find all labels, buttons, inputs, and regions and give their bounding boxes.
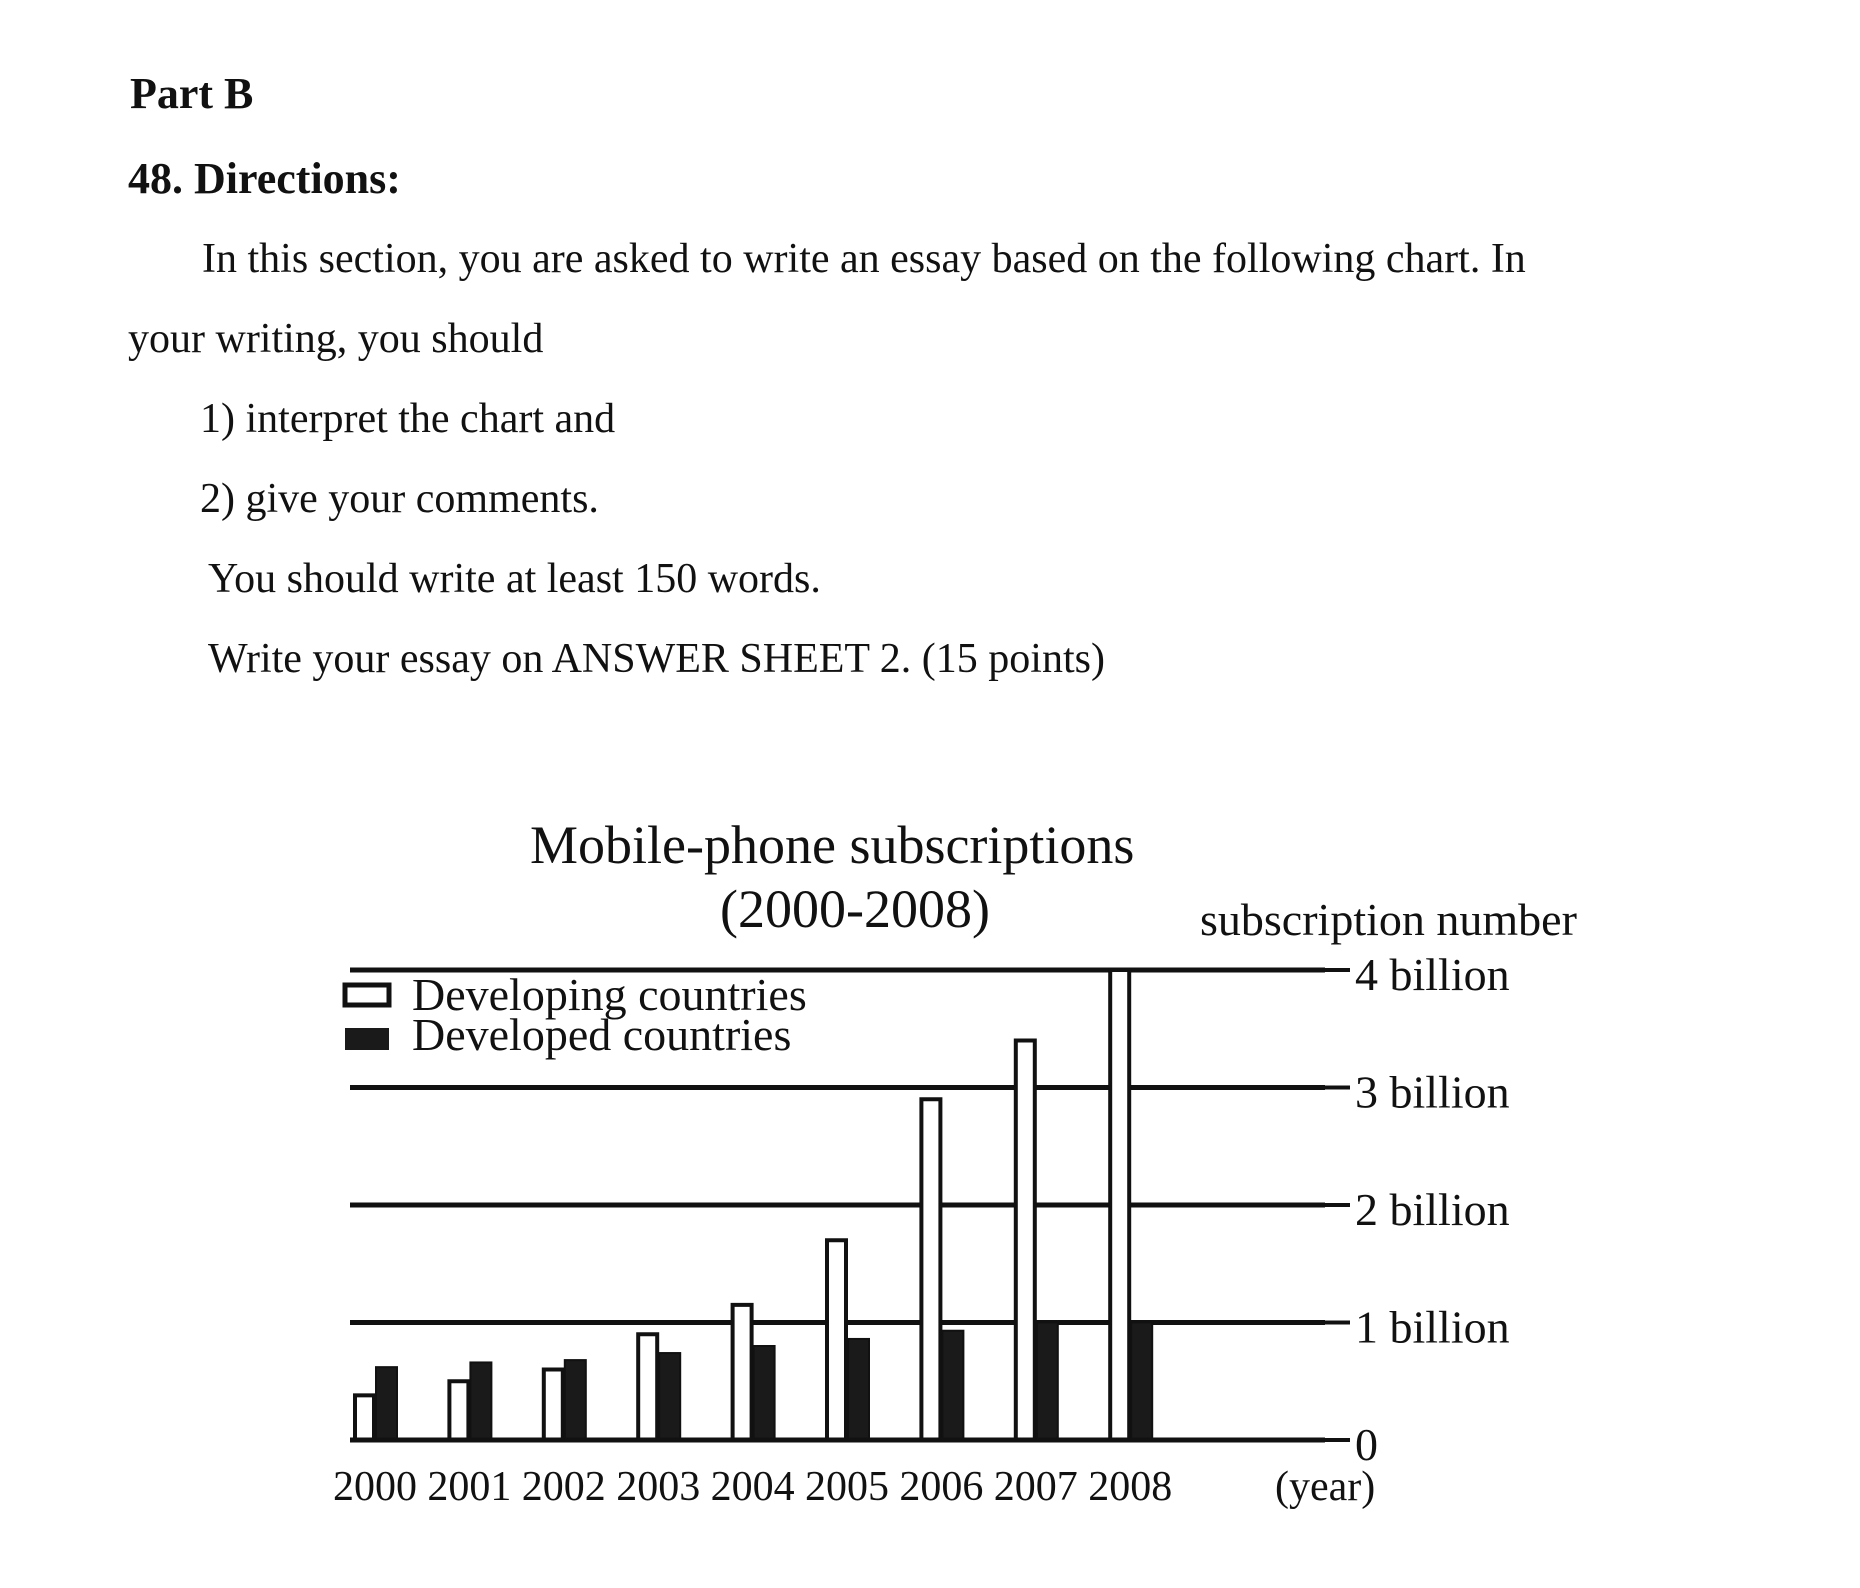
part-heading: Part B (130, 69, 254, 118)
x-tick-label: 2007 (994, 1464, 1078, 1510)
y-axis-label: subscription number (1200, 894, 1577, 945)
y-tick-label: 0 (1355, 1419, 1378, 1470)
bar-developed (752, 1345, 776, 1441)
bar-developed (1130, 1321, 1154, 1441)
answer-sheet-instruction: Write your essay on ANSWER SHEET 2. (15 … (208, 636, 1105, 682)
question-heading: 48. Directions: (128, 154, 401, 203)
bar-developed (469, 1361, 493, 1442)
y-tick-label: 1 billion (1355, 1302, 1510, 1353)
chart-title: Mobile-phone subscriptions (530, 815, 1135, 875)
x-tick-label: 2000 (333, 1464, 417, 1510)
y-tick-label: 4 billion (1355, 949, 1510, 1000)
directions-line-2: your writing, you should (128, 316, 544, 362)
bar-developed (941, 1329, 965, 1441)
bar-developed (1035, 1321, 1059, 1441)
x-tick-label: 2002 (522, 1464, 606, 1510)
chart-subtitle: (2000-2008) (720, 879, 990, 939)
x-tick-label: 2005 (805, 1464, 889, 1510)
bar-developing (541, 1367, 565, 1442)
bar-developed (375, 1366, 398, 1442)
bar-developed (658, 1352, 682, 1441)
bar-developing (730, 1302, 754, 1442)
x-tick-label: 2008 (1088, 1464, 1172, 1510)
legend-swatch-developed (345, 1028, 389, 1050)
x-axis-label: (year) (1275, 1464, 1375, 1510)
x-tick-label: 2004 (711, 1464, 795, 1510)
x-tick-label: 2001 (427, 1464, 511, 1510)
directions-item-2: 2) give your comments. (200, 476, 599, 522)
x-tick-label: 2006 (899, 1464, 983, 1510)
legend-label-developed: Developed countries (412, 1009, 791, 1060)
directions-line-1: In this section, you are asked to write … (202, 236, 1526, 282)
bar-developing (919, 1097, 943, 1442)
legend-label-developing: Developing countries (412, 969, 807, 1020)
y-tick-label: 3 billion (1355, 1067, 1510, 1118)
directions-item-1: 1) interpret the chart and (200, 396, 616, 442)
bar-developing (447, 1379, 471, 1442)
bar-developed (563, 1359, 587, 1441)
bar-developing (825, 1238, 848, 1442)
bar-developing (1108, 968, 1132, 1442)
subscriptions-bar-chart: 2000 2001 2002 2003 2004 2005 2006 2007 2008 0 1 b… (333, 949, 1510, 1510)
word-count-instruction: You should write at least 150 words. (208, 556, 821, 602)
bar-developed (847, 1337, 870, 1442)
x-tick-label: 2003 (616, 1464, 700, 1510)
bar-developing (353, 1393, 376, 1442)
bar-developing (636, 1332, 660, 1442)
bar-developing (1013, 1038, 1037, 1442)
y-tick-label: 2 billion (1355, 1184, 1510, 1235)
legend-swatch-developing (342, 982, 392, 1008)
